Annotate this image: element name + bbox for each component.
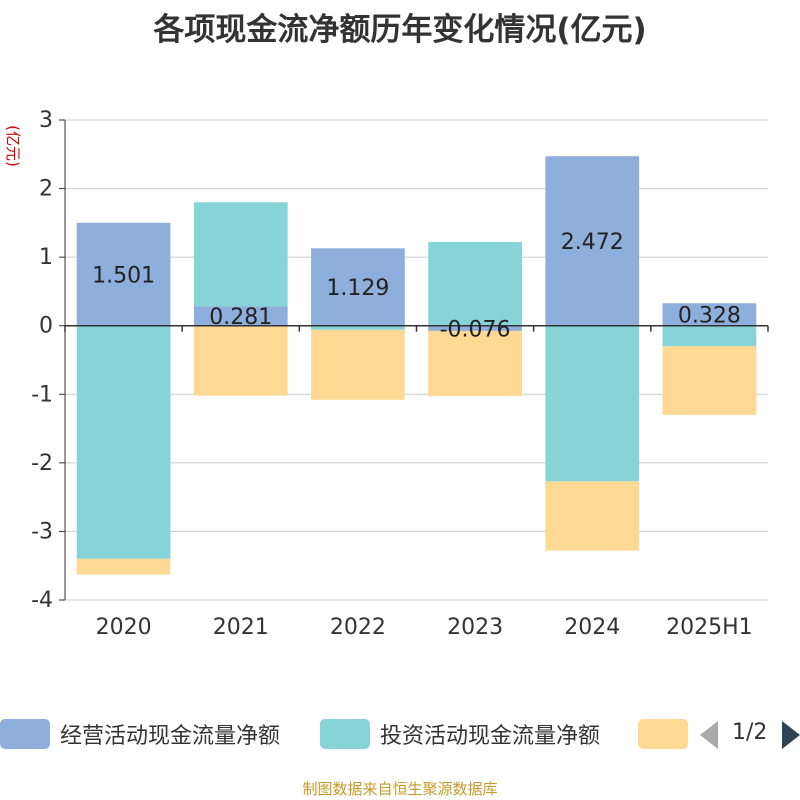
x-tick-label: 2025H1 [666, 615, 753, 640]
legend-swatch-financing [638, 719, 688, 749]
triangle-right-icon[interactable] [782, 721, 800, 749]
y-tick-label: -1 [31, 382, 53, 407]
y-tick-label: 1 [39, 245, 53, 270]
data-label: 0.281 [209, 305, 272, 330]
data-label: 1.501 [92, 263, 155, 288]
x-tick-label: 2021 [213, 615, 269, 640]
bar-2024-series-2 [545, 481, 640, 551]
bar-2020-series-1 [76, 325, 171, 559]
legend-item-financing[interactable] [638, 718, 688, 750]
legend: 经营活动现金流量净额 投资活动现金流量净额 1/2 [0, 716, 800, 752]
data-label: -0.076 [440, 317, 511, 342]
bar-2025H1-series-1 [662, 325, 757, 347]
legend-page-indicator: 1/2 [732, 720, 768, 745]
bar-2021-series-1 [193, 202, 288, 307]
source-note: 制图数据来自恒生聚源数据库 [302, 780, 498, 798]
legend-swatch-investing [320, 719, 370, 749]
y-tick-label: -3 [31, 519, 53, 544]
bar-2024-series-0 [545, 156, 640, 326]
y-tick-label: -2 [31, 451, 53, 476]
bar-2025H1-series-2 [662, 346, 757, 415]
bar-2023-series-1 [428, 242, 522, 326]
legend-swatch-operating [0, 719, 50, 749]
legend-item-operating[interactable]: 经营活动现金流量净额 [0, 718, 280, 750]
bar-2022-series-1 [311, 325, 405, 330]
x-tick-label: 2024 [564, 615, 620, 640]
bar-2025H1-series-0 [662, 303, 757, 326]
y-tick-label: 0 [39, 314, 53, 339]
x-tick-label: 2022 [330, 615, 386, 640]
bar-2020-series-0 [76, 222, 171, 326]
triangle-left-icon[interactable] [700, 721, 718, 749]
legend-label-operating: 经营活动现金流量净额 [60, 724, 281, 749]
bar-2021-series-2 [193, 325, 288, 396]
bar-2024-series-1 [545, 325, 640, 482]
x-tick-label: 2020 [96, 615, 152, 640]
data-label: 1.129 [326, 276, 389, 301]
y-tick-label: 2 [39, 177, 53, 202]
chart-title: 各项现金流净额历年变化情况(亿元) [153, 12, 647, 48]
data-label: 2.472 [561, 230, 624, 255]
legend-label-investing: 投资活动现金流量净额 [380, 724, 601, 749]
bar-2021-series-0 [193, 306, 288, 326]
bar-2023-series-2 [428, 330, 522, 397]
bar-2023-series-0 [428, 325, 522, 331]
legend-pager: 1/2 [700, 718, 800, 750]
legend-item-investing[interactable]: 投资活动现金流量净额 [320, 718, 600, 750]
y-tick-label: 3 [39, 108, 53, 133]
bar-2022-series-0 [311, 248, 405, 326]
data-label: 0.328 [678, 303, 741, 328]
bar-chart: 3 2 1 0 -1 -2 -3 -4 (亿元) 2020 2021 2022 2023 2024 2025… [4, 108, 769, 640]
bar-2020-series-2 [76, 558, 171, 575]
bar-2022-series-2 [311, 329, 405, 400]
y-axis-label: (亿元) [4, 125, 22, 167]
y-tick-label: -4 [31, 588, 53, 613]
x-tick-label: 2023 [447, 615, 503, 640]
